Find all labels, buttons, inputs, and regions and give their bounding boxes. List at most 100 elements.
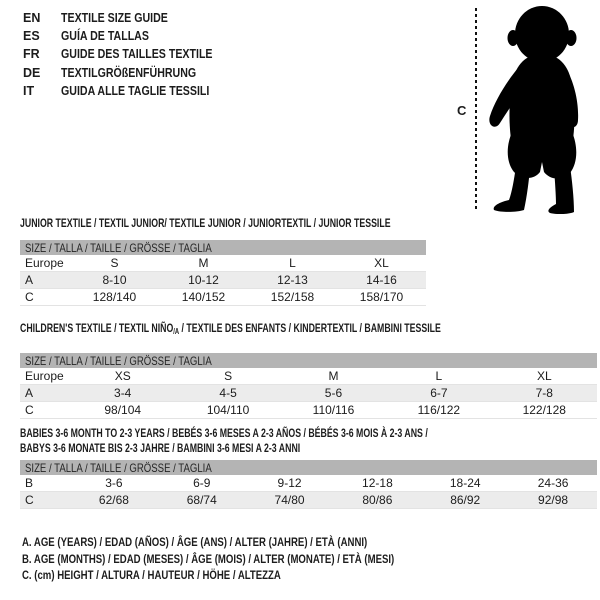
size-cell: 98/104 <box>104 403 142 417</box>
size-cell: 3-6 <box>105 476 123 490</box>
table-header-bar: SIZE / TALLA / TAILLE / GRÖSSE / TAGLIA <box>20 240 426 255</box>
table-row: A 8-10 10-12 12-13 14-16 <box>20 271 426 289</box>
row-label: C <box>20 491 70 509</box>
size-cell: 62/68 <box>70 491 158 509</box>
language-row: EN TEXTILE SIZE GUIDE <box>23 9 239 27</box>
language-row: ES GUÍA DE TALLAS <box>23 27 239 45</box>
language-row: FR GUIDE DES TAILLES TEXTILE <box>23 45 239 63</box>
table-title-text: JUNIOR TEXTILE / TEXTIL JUNIOR/ TEXTILE … <box>20 216 391 230</box>
size-cell: 7-8 <box>491 384 597 402</box>
size-cell: 9-12 <box>277 476 302 490</box>
language-code: EN <box>23 11 41 25</box>
size-cell: 110/116 <box>312 403 355 417</box>
row-label: C <box>25 403 34 417</box>
language-row: DE TEXTILGRÖßENFÜHRUNG <box>23 64 239 82</box>
table-header-bar: SIZE / TALLA / TAILLE / GRÖSSE / TAGLIA <box>20 353 597 368</box>
size-cell: 10-12 <box>159 271 248 289</box>
size-cell: 80/86 <box>333 491 422 509</box>
table-title: BABIES 3-6 MONTH TO 2-3 YEARS / BEBÉS 3-… <box>20 426 597 456</box>
size-cell: 86/92 <box>421 491 510 509</box>
legend: A. AGE (YEARS) / EDAD (AÑOS) / ÂGE (ANS)… <box>22 534 487 584</box>
legend-text-c: C. (cm) HEIGHT / ALTURA / HAUTEUR / HÖHE… <box>22 568 281 583</box>
size-table-babies: SIZE / TALLA / TAILLE / GRÖSSE / TAGLIA … <box>20 460 597 509</box>
measure-label-c: C <box>457 103 467 118</box>
table-title-text: CHILDREN'S TEXTILE / TEXTIL NIÑO/A / TEX… <box>20 321 441 339</box>
row-label: Europe <box>25 369 64 383</box>
size-cell: 5-6 <box>280 384 387 402</box>
size-cell: XL <box>536 369 552 383</box>
section-babies-textile: BABIES 3-6 MONTH TO 2-3 YEARS / BEBÉS 3-… <box>20 426 597 509</box>
size-cell: M <box>328 369 339 383</box>
size-cell: 104/110 <box>206 403 250 417</box>
size-table-junior: SIZE / TALLA / TAILLE / GRÖSSE / TAGLIA … <box>20 240 426 306</box>
table-row: A 3-4 4-5 5-6 6-7 7-8 <box>20 384 597 402</box>
size-cell: 128/140 <box>92 290 137 304</box>
legend-line-a: A. AGE (YEARS) / EDAD (AÑOS) / ÂGE (ANS)… <box>22 534 487 551</box>
size-cell: 18-24 <box>449 476 481 490</box>
legend-line-c: C. (cm) HEIGHT / ALTURA / HAUTEUR / HÖHE… <box>22 567 487 584</box>
table-header-text: SIZE / TALLA / TAILLE / GRÖSSE / TAGLIA <box>25 460 212 475</box>
row-label: B <box>25 476 34 490</box>
table-title: JUNIOR TEXTILE / TEXTIL JUNIOR/ TEXTILE … <box>20 216 426 231</box>
language-code: FR <box>23 47 40 62</box>
language-row: IT GUIDA ALLE TAGLIE TESSILI <box>23 82 239 100</box>
size-cell: XS <box>114 369 131 383</box>
size-cell: 152/158 <box>270 290 315 304</box>
table-title-line2: BABYS 3-6 MONATE BIS 2-3 JAHRE / BAMBINI… <box>20 441 301 455</box>
size-cell: 12-13 <box>248 271 337 289</box>
table-row: B 3-6 6-9 9-12 12-18 18-24 24-36 <box>20 475 597 492</box>
size-cell: 92/98 <box>509 491 597 509</box>
legend-line-b: B. AGE (MONTHS) / EDAD (MESES) / ÂGE (MO… <box>22 551 487 568</box>
size-cell: S <box>110 256 119 270</box>
title-post: / TEXTILE DES ENFANTS / KINDERTEXTIL / B… <box>179 321 441 335</box>
size-cell: 122/128 <box>522 403 566 417</box>
section-junior-textile: JUNIOR TEXTILE / TEXTIL JUNIOR/ TEXTILE … <box>20 216 426 306</box>
size-cell: S <box>224 369 233 383</box>
title-subscript: /A <box>173 327 180 336</box>
language-code: DE <box>23 65 41 80</box>
size-cell: 14-16 <box>337 271 426 289</box>
legend-text-a: A. AGE (YEARS) / EDAD (AÑOS) / ÂGE (ANS)… <box>22 535 368 549</box>
size-cell: 3-4 <box>70 384 176 402</box>
baby-silhouette-icon <box>489 6 579 214</box>
table-row: C 62/68 68/74 74/80 80/86 86/92 92/98 <box>20 491 597 509</box>
size-cell: 158/170 <box>359 290 404 304</box>
language-code: ES <box>23 29 40 44</box>
title-pre: CHILDREN'S TEXTILE / TEXTIL NIÑO <box>20 321 174 335</box>
table-row: C 128/140 140/152 152/158 158/170 <box>20 289 426 306</box>
language-label: GUIDE DES TAILLES TEXTILE <box>61 47 213 62</box>
size-cell: XL <box>374 256 389 270</box>
table-title-line1: BABIES 3-6 MONTH TO 2-3 YEARS / BEBÉS 3-… <box>20 426 428 440</box>
row-label: C <box>25 290 34 304</box>
size-cell: L <box>289 256 296 270</box>
table-row: Europe XS S M L XL <box>20 368 597 385</box>
size-cell: 24-36 <box>537 476 569 490</box>
language-label: GUÍA DE TALLAS <box>61 29 149 44</box>
height-measure-line <box>475 8 477 209</box>
size-cell: 8-10 <box>70 271 159 289</box>
section-childrens-textile: CHILDREN'S TEXTILE / TEXTIL NIÑO/A / TEX… <box>20 321 597 419</box>
table-header-text: SIZE / TALLA / TAILLE / GRÖSSE / TAGLIA <box>25 353 212 368</box>
language-list: EN TEXTILE SIZE GUIDE ES GUÍA DE TALLAS … <box>23 9 239 100</box>
row-label: A <box>20 271 70 289</box>
row-label: A <box>20 384 70 402</box>
language-label: TEXTILE SIZE GUIDE <box>61 11 168 25</box>
table-title: CHILDREN'S TEXTILE / TEXTIL NIÑO/A / TEX… <box>20 321 597 339</box>
size-cell: 140/152 <box>181 290 226 304</box>
size-cell: M <box>198 256 209 270</box>
size-table-children: SIZE / TALLA / TAILLE / GRÖSSE / TAGLIA … <box>20 353 597 419</box>
language-label: TEXTILGRÖßENFÜHRUNG <box>61 65 197 80</box>
size-cell: 116/122 <box>417 403 461 417</box>
size-cell: 68/74 <box>157 491 246 509</box>
language-code: IT <box>23 83 35 98</box>
size-cell: 74/80 <box>245 491 334 509</box>
size-cell: 6-7 <box>386 384 492 402</box>
table-row: Europe S M L XL <box>20 255 426 272</box>
table-header-bar: SIZE / TALLA / TAILLE / GRÖSSE / TAGLIA <box>20 460 597 475</box>
table-header-text: SIZE / TALLA / TAILLE / GRÖSSE / TAGLIA <box>25 240 212 255</box>
size-cell: 4-5 <box>175 384 281 402</box>
table-row: C 98/104 104/110 110/116 116/122 122/128 <box>20 402 597 419</box>
legend-text-b: B. AGE (MONTHS) / EDAD (MESES) / ÂGE (MO… <box>22 551 395 566</box>
size-cell: L <box>435 369 443 383</box>
language-label: GUIDA ALLE TAGLIE TESSILI <box>61 83 210 98</box>
